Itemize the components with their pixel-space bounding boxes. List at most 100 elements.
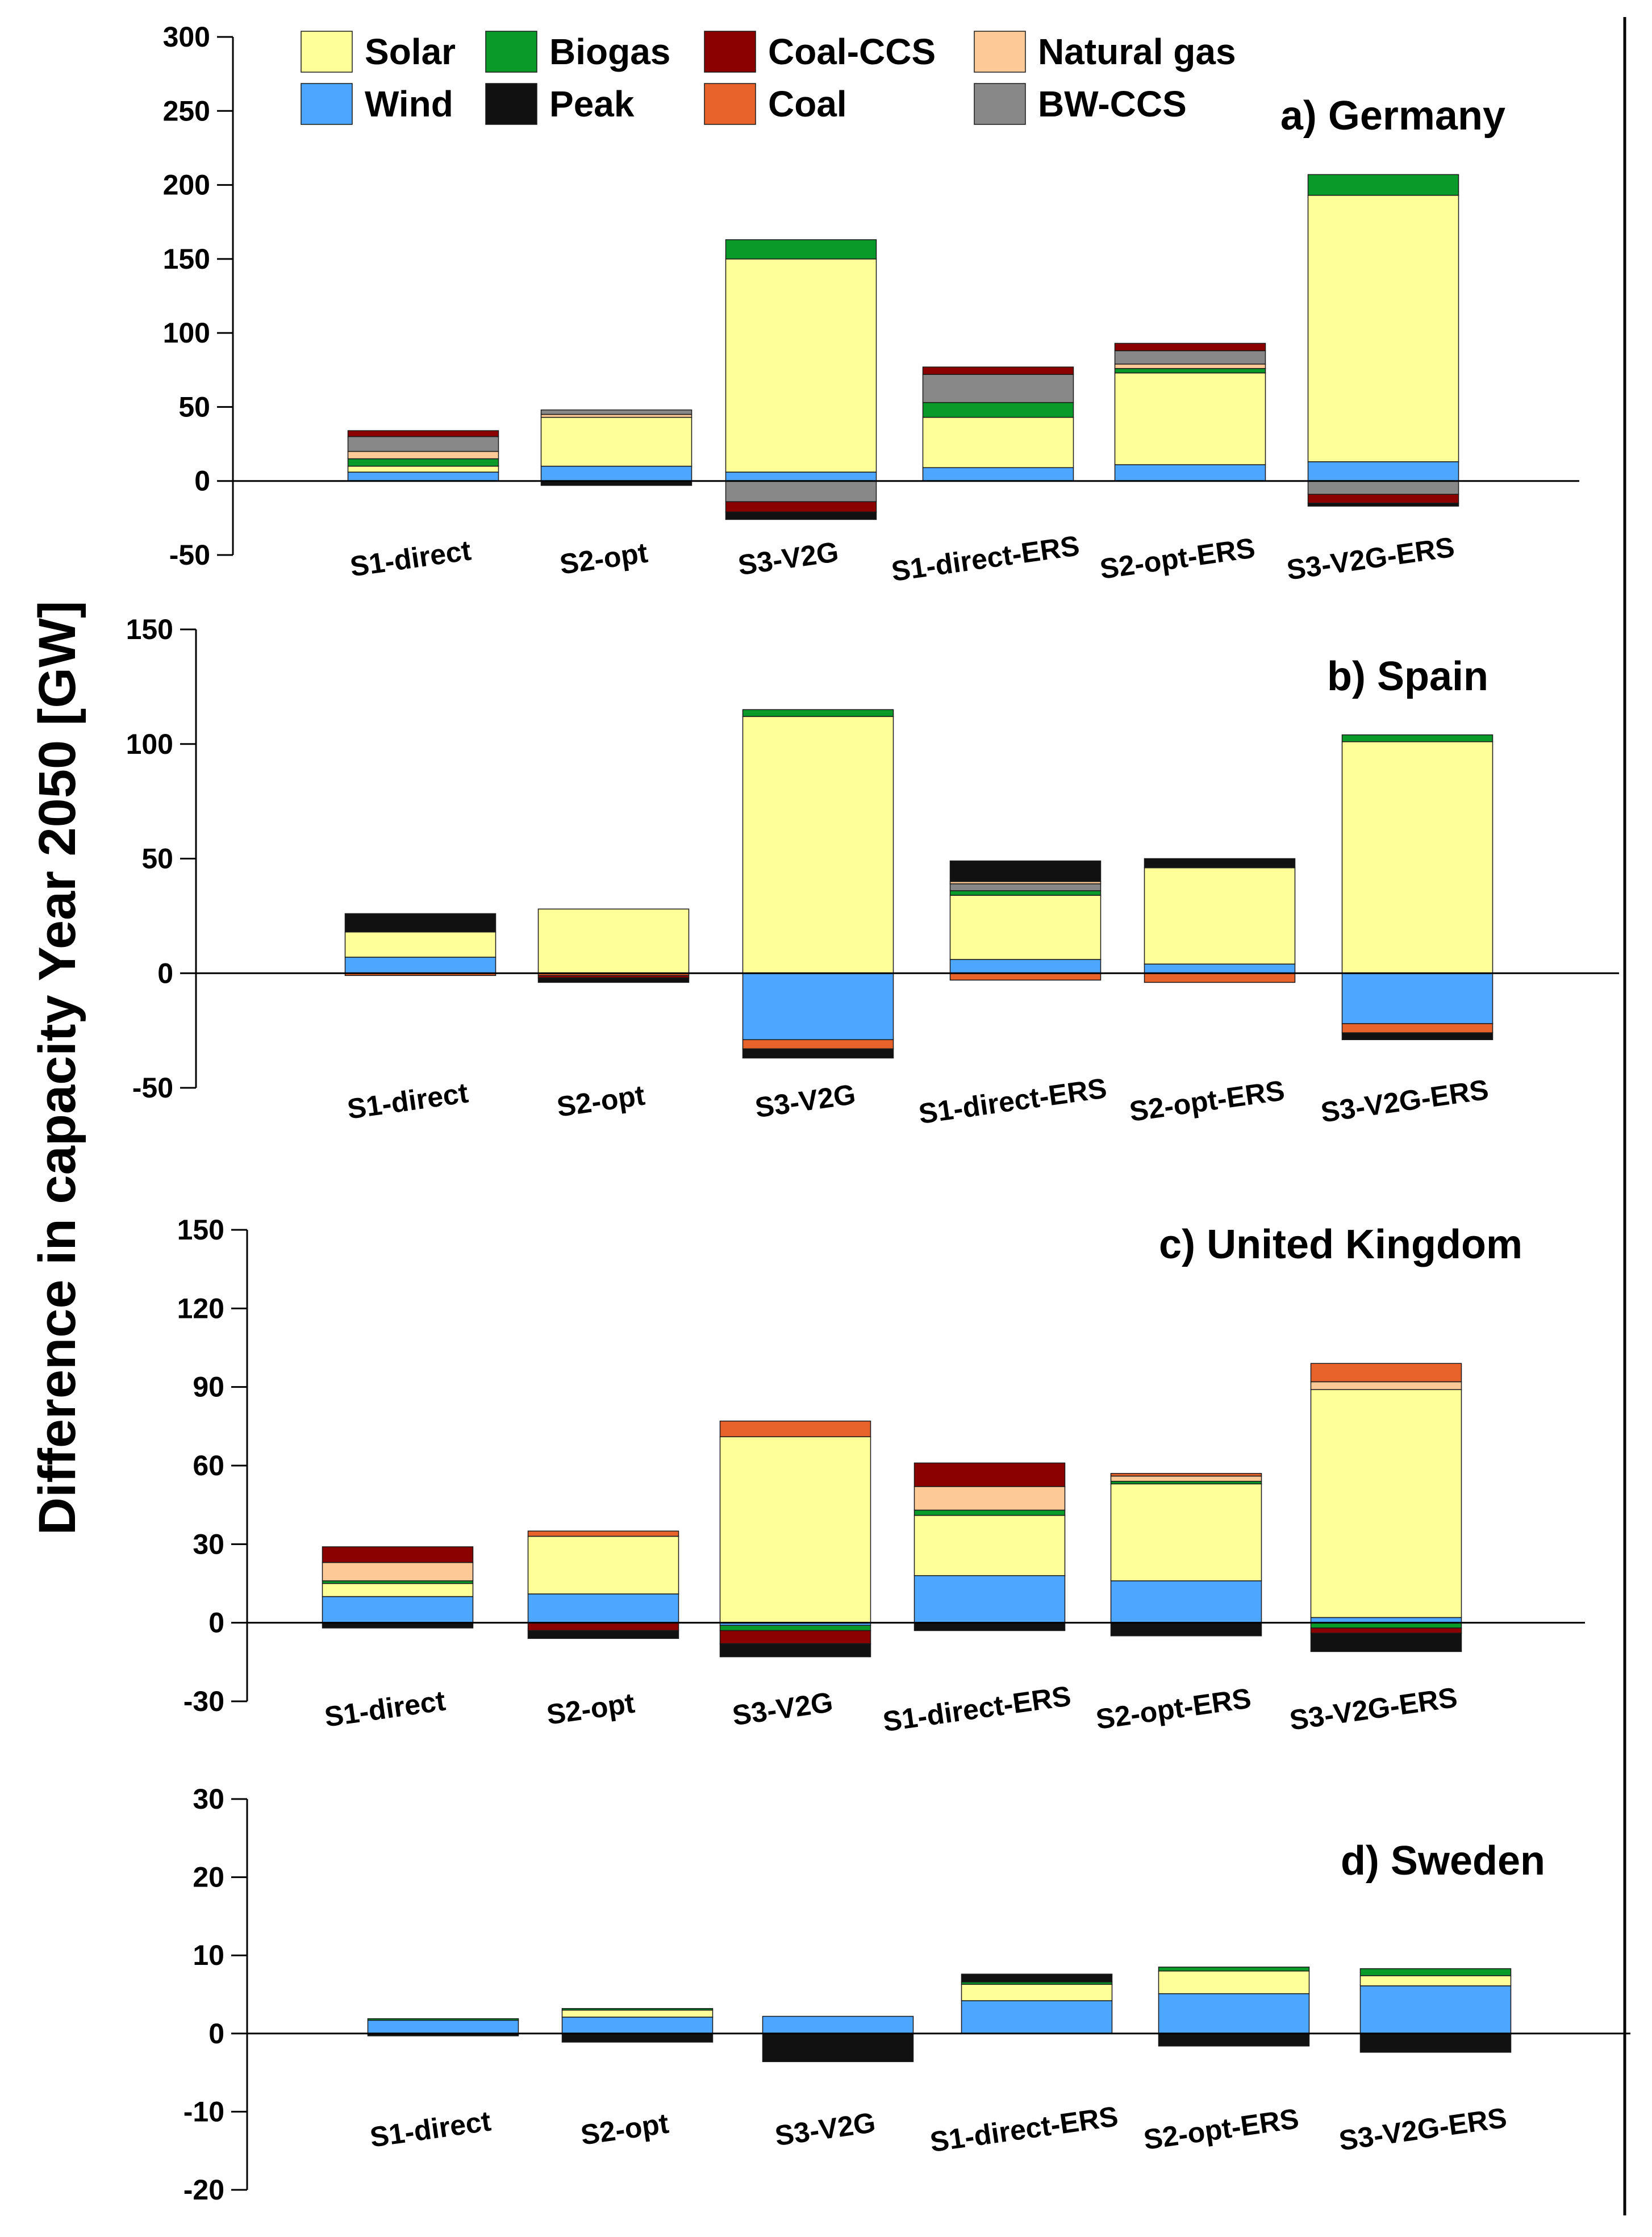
bar-segment-biogas-s2-opt — [561, 2008, 714, 2011]
bar-segment-solar-s3-v2g — [742, 716, 894, 974]
bar-segment-wind-s2-opt — [561, 2017, 714, 2034]
bar-segment-peak-s3-v2g — [719, 1643, 871, 1658]
legend-label-natural-gas: Natural gas — [1038, 31, 1236, 72]
bar-segment-wind-s1-direct-ers — [913, 1575, 1066, 1624]
y-tick-label: 50 — [141, 843, 173, 875]
bar-segment-wind-s3-v2g — [725, 471, 877, 482]
panel-title: a) Germany — [1280, 93, 1505, 139]
legend-swatch-peak — [485, 83, 537, 125]
bar-segment-peak-s3-v2g-ers — [1341, 1032, 1494, 1041]
bar-segment-bw-ccs-s2-opt-ers — [1114, 350, 1266, 365]
bar-segment-natural-gas-s1-direct — [347, 450, 499, 460]
bar-segment-natural-gas-s2-opt — [540, 414, 692, 418]
bar-segment-wind-s1-direct — [347, 471, 499, 482]
bar-segment-wind-s2-opt-ers — [1158, 1993, 1310, 2034]
legend-label-bw-ccs: BW-CCS — [1038, 84, 1187, 124]
y-tick-label: -10 — [183, 2096, 224, 2127]
legend-label-coal-ccs: Coal-CCS — [768, 31, 936, 72]
bar-segment-peak-s1-direct-ers — [913, 1622, 1066, 1631]
bar-segment-peak-s2-opt — [537, 977, 690, 983]
bar-segment-solar-s3-v2g-ers — [1307, 195, 1459, 462]
y-tick-label: 0 — [194, 465, 210, 497]
bar-segment-biogas-s1-direct — [367, 2018, 519, 2021]
legend-item-biogas: Biogas — [485, 31, 670, 73]
legend-swatch-coal — [704, 83, 756, 125]
bar-segment-peak-s2-opt — [561, 2033, 714, 2043]
y-tick-label: 150 — [163, 243, 210, 275]
bar-segment-solar-s2-opt — [537, 908, 690, 974]
bar-segment-biogas-s1-direct-ers — [922, 402, 1074, 418]
bar-segment-coal-ccs-s1-direct — [347, 430, 499, 437]
bar-segment-wind-s2-opt-ers — [1114, 464, 1266, 482]
bar-segment-biogas-s3-v2g-ers — [1359, 1968, 1512, 1976]
bar-segment-wind-s3-v2g — [762, 2015, 914, 2034]
bar-segment-peak-s3-v2g — [762, 2033, 914, 2063]
bar-segment-wind-s3-v2g — [742, 973, 894, 1041]
bar-segment-coal-s3-v2g — [719, 1420, 871, 1438]
y-tick-label: 150 — [126, 613, 173, 645]
bar-segment-wind-s3-v2g-ers — [1341, 973, 1494, 1024]
bar-segment-biogas-s2-opt-ers — [1158, 1967, 1310, 1972]
legend-item-coal-ccs: Coal-CCS — [704, 31, 936, 73]
bar-segment-solar-s1-direct — [347, 465, 499, 473]
bar-segment-wind-s1-direct-ers — [922, 467, 1074, 482]
bar-segment-peak-s2-opt — [527, 1630, 679, 1639]
bar-segment-coal-ccs-s3-v2g-ers — [1310, 1627, 1462, 1634]
bar-segment-coal-ccs-s2-opt — [527, 1622, 679, 1631]
bar-segment-solar-s3-v2g — [725, 258, 877, 473]
bar-segment-coal-ccs-s1-direct-ers — [913, 1462, 1066, 1487]
bar-segment-coal-s3-v2g-ers — [1341, 1023, 1494, 1033]
y-tick-label: 0 — [208, 1607, 224, 1639]
bar-segment-natural-gas-s2-opt-ers — [1110, 1475, 1262, 1482]
bar-segment-biogas-s3-v2g — [725, 239, 877, 260]
legend-item-solar: Solar — [301, 31, 456, 73]
y-tick-label: 100 — [163, 317, 210, 349]
y-tick-label: 50 — [178, 391, 210, 423]
y-tick-label: 120 — [177, 1292, 224, 1324]
bar-segment-biogas-s3-v2g — [719, 1625, 871, 1631]
bar-segment-solar-s1-direct-ers — [949, 895, 1102, 960]
bar-segment-coal-ccs-s3-v2g — [719, 1630, 871, 1645]
bar-segment-solar-s1-direct-ers — [961, 1984, 1113, 2001]
legend-item-natural-gas: Natural gas — [974, 31, 1236, 73]
bar-segment-peak-s2-opt-ers — [1158, 2033, 1310, 2047]
legend-swatch-wind — [301, 83, 353, 125]
bar-segment-wind-s2-opt — [540, 465, 692, 482]
bar-segment-coal-s2-opt — [527, 1530, 679, 1537]
legend-label-solar: Solar — [365, 31, 456, 72]
legend-swatch-bw-ccs — [974, 83, 1026, 125]
bar-segment-biogas-s3-v2g — [742, 709, 894, 717]
bar-segment-natural-gas-s3-v2g-ers — [1310, 1381, 1462, 1391]
bar-segment-wind-s1-direct — [367, 2019, 519, 2034]
y-tick-label: 0 — [208, 2018, 224, 2050]
bar-segment-solar-s3-v2g — [719, 1436, 871, 1624]
bar-segment-coal-s2-opt-ers — [1144, 973, 1296, 983]
bar-segment-solar-s3-v2g-ers — [1359, 1975, 1512, 1986]
bar-segment-solar-s2-opt — [540, 416, 692, 467]
bar-segment-solar-s1-direct — [344, 931, 497, 958]
bar-segment-solar-s2-opt — [561, 2009, 714, 2018]
legend-swatch-biogas — [485, 31, 537, 73]
legend-label-biogas: Biogas — [549, 31, 670, 72]
bar-segment-biogas-s3-v2g-ers — [1307, 174, 1459, 196]
bar-segment-coal-s1-direct-ers — [949, 973, 1102, 981]
bar-segment-wind-s1-direct-ers — [961, 2000, 1113, 2034]
bar-segment-natural-gas-s1-direct — [322, 1562, 474, 1581]
bar-segment-wind-s1-direct — [344, 957, 497, 974]
bar-segment-wind-s2-opt-ers — [1144, 963, 1296, 974]
panel-title: d) Sweden — [1341, 1838, 1545, 1884]
bar-segment-wind-s1-direct-ers — [949, 959, 1102, 974]
bar-segment-peak-s1-direct-ers — [961, 1973, 1113, 1983]
bar-segment-biogas-s1-direct — [347, 458, 499, 467]
y-tick-label: -50 — [132, 1072, 173, 1104]
bar-segment-solar-s1-direct-ers — [913, 1514, 1066, 1576]
bar-segment-natural-gas-s1-direct-ers — [913, 1486, 1066, 1511]
bar-segment-bw-ccs-s1-direct-ers — [922, 374, 1074, 403]
bar-segment-solar-s2-opt-ers — [1144, 867, 1296, 965]
bar-segment-peak-s2-opt-ers — [1144, 858, 1296, 869]
bar-segment-wind-s2-opt-ers — [1110, 1580, 1262, 1624]
legend: Solar Wind Biogas Peak Coal-CCS Coal Natural g… — [301, 31, 1236, 125]
bar-segment-peak-s3-v2g — [725, 511, 877, 520]
